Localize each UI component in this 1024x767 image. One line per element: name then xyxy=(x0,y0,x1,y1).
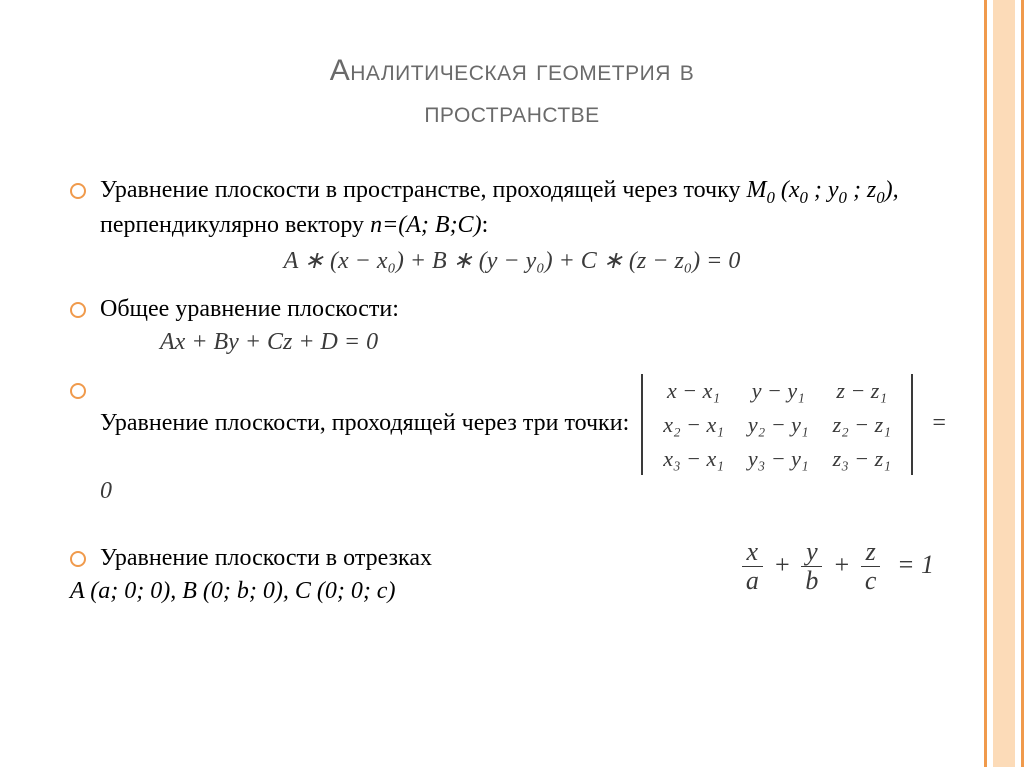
intercept-points: A (a; 0; 0), B (0; b; 0), C (0; 0; c) xyxy=(70,578,432,605)
bullet-marker-icon xyxy=(70,302,86,318)
formula-point-normal: A ∗ (x − x₀) + B ∗ (y − y₀) + C ∗ (z − z… xyxy=(70,246,954,275)
bullet-plane-through-point: Уравнение плоскости в пространстве, прох… xyxy=(70,174,954,242)
page-title: Аналитическая геометрия в пространстве xyxy=(70,50,954,134)
bullet-general-equation: Общее уравнение плоскости: xyxy=(70,293,954,325)
formula-general: Ax + By + Cz + D = 0 xyxy=(70,329,954,356)
bullet-4-text: Уравнение плоскости в отрезках xyxy=(100,542,432,574)
title-line-2: пространстве xyxy=(424,96,599,129)
title-line-1: Аналитическая геометрия в xyxy=(330,54,695,87)
formula-intercept: xa + yb + zc = 1 xyxy=(738,538,954,596)
determinant: x − x₁ y − y₁ z − z₁ x₂ − x₁ y₂ − y₁ z₂ … xyxy=(641,374,913,475)
bullet-intercept: Уравнение плоскости в отрезках xyxy=(70,542,432,574)
bullet-2-text: Общее уравнение плоскости: xyxy=(100,293,954,325)
bullet-1-text: Уравнение плоскости в пространстве, прох… xyxy=(100,174,954,242)
bullet-marker-icon xyxy=(70,551,86,567)
slide: Аналитическая геометрия в пространстве У… xyxy=(0,0,1024,767)
bullet-marker-icon xyxy=(70,183,86,199)
row-intercept: Уравнение плоскости в отрезках A (a; 0; … xyxy=(70,534,954,614)
determinant-table: x − x₁ y − y₁ z − z₁ x₂ − x₁ y₂ − y₁ z₂ … xyxy=(651,374,903,475)
bullet-three-points: Уравнение плоскости, проходящей через тр… xyxy=(70,374,954,507)
right-accent-stripe xyxy=(984,0,1024,767)
bullet-3-text: Уравнение плоскости, проходящей через тр… xyxy=(100,374,954,507)
content-area: Аналитическая геометрия в пространстве У… xyxy=(70,50,954,727)
bullet-marker-icon xyxy=(70,383,86,399)
